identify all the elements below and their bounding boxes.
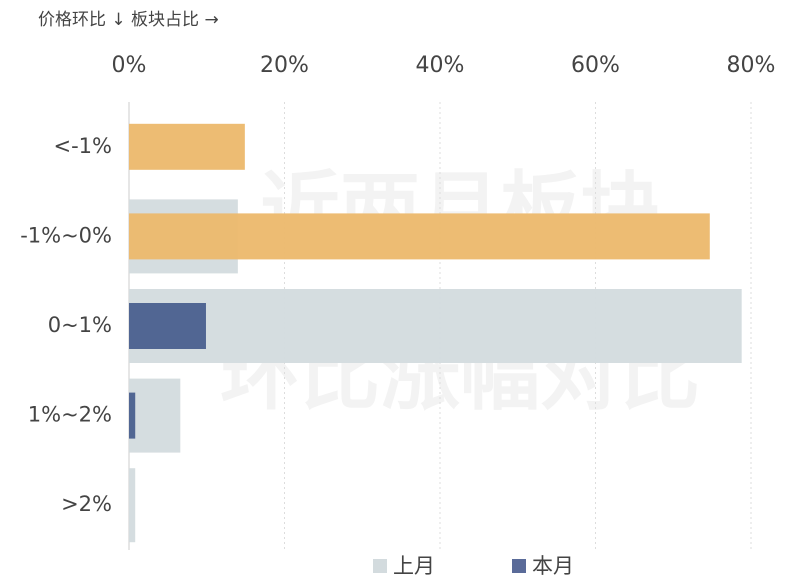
- bar: [129, 123, 245, 170]
- x-tick-label: 60%: [571, 53, 620, 78]
- y-tick-label: <-1%: [54, 134, 113, 158]
- legend-label: 上月: [393, 554, 435, 578]
- bar: [129, 289, 742, 363]
- y-tick-label: 1%~2%: [28, 403, 112, 427]
- bar: [129, 303, 206, 349]
- y-tick-label: >2%: [61, 492, 112, 516]
- bar: [129, 392, 136, 439]
- y-tick-label: -1%~0%: [20, 223, 112, 247]
- legend-swatch: [373, 559, 387, 573]
- x-tick-label: 80%: [727, 53, 776, 78]
- x-tick-label: 20%: [260, 53, 309, 78]
- y-tick-label: 0~1%: [48, 313, 112, 337]
- x-tick-label: 0%: [112, 53, 147, 78]
- legend-swatch: [512, 559, 526, 573]
- x-tick-label: 40%: [416, 53, 465, 78]
- bar: [129, 213, 710, 260]
- bar: [129, 378, 181, 453]
- axis-title: 价格环比 ↓ 板块占比 →: [38, 10, 219, 30]
- legend-label: 本月: [532, 554, 574, 578]
- bar: [129, 468, 136, 543]
